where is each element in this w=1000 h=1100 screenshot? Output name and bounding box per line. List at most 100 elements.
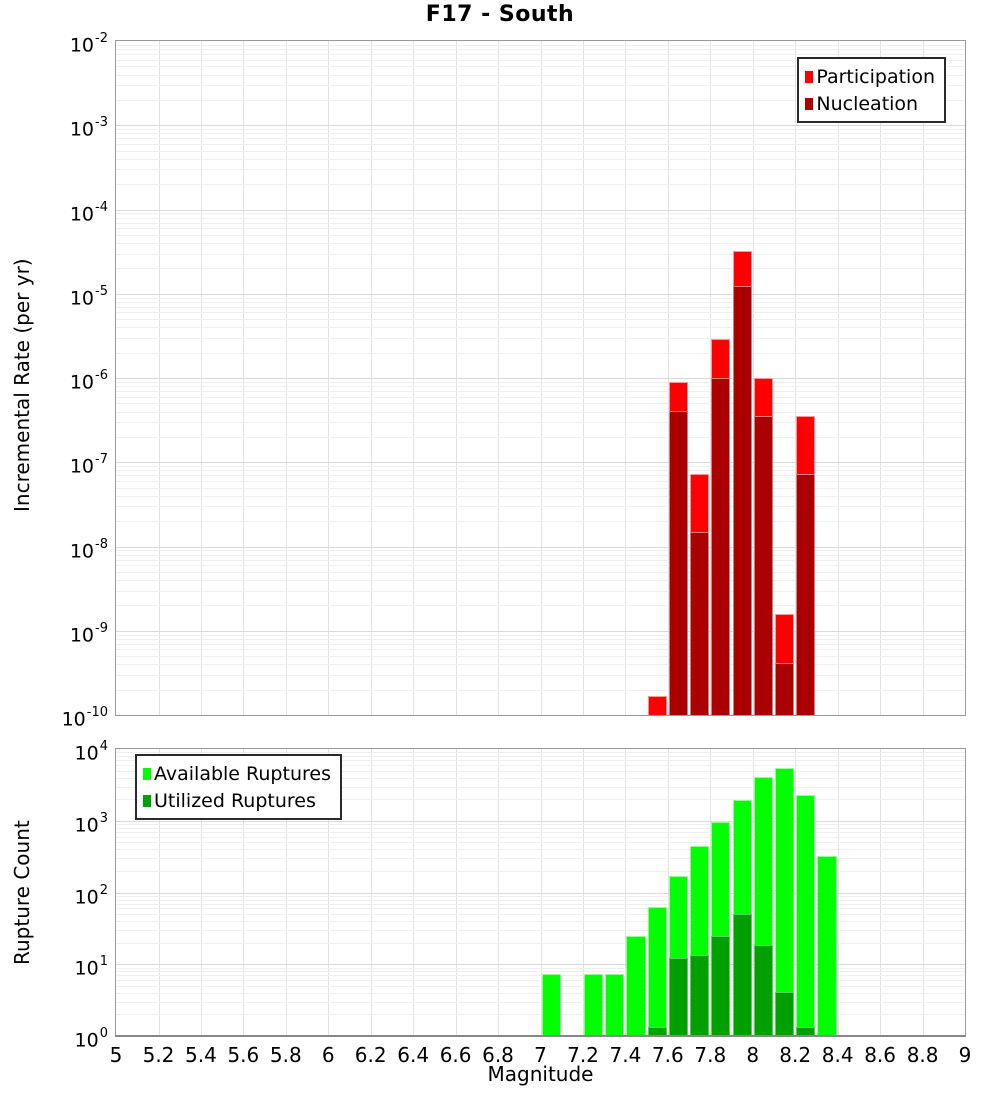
gridline [413,749,415,1035]
gridline [116,217,965,219]
gridline [243,749,245,1035]
gridline [922,749,924,1035]
gridline [116,74,965,76]
utilized-ruptures-bar [711,936,731,1035]
nucleation-bar [711,378,731,715]
available-ruptures-bar [626,936,646,1035]
gridline [116,59,965,61]
gridline [116,44,965,46]
utilized-ruptures-bar [668,957,689,1035]
rate-chart-panel: Participation Nucleation [115,40,966,716]
legend-label-utilized-ruptures: Utilized Ruptures [154,789,316,812]
gridline [116,470,965,472]
gridline [116,892,965,894]
gridline [752,749,754,1035]
x-tick-label: 5.6 [227,1043,260,1067]
gridline [116,306,965,308]
gridline [795,749,797,1035]
gridline [116,643,965,645]
x-tick-label: 6.6 [439,1043,472,1067]
gridline [116,49,965,51]
rate-legend: Participation Nucleation [797,57,946,123]
gridline [116,506,965,508]
gridline [116,228,965,230]
utilized-ruptures-swatch [143,794,151,807]
gridline [116,842,965,844]
gridline [116,125,965,127]
utilized-ruptures-bar [647,1027,667,1035]
gridline [116,234,965,236]
nucleation-bar [732,285,752,715]
gridline [116,827,965,829]
gridline [116,243,965,244]
x-tick-label: 7.2 [567,1043,599,1067]
y-tick-label: 10-4 [69,199,108,225]
gridline [116,664,965,666]
x-tick-label: 6.2 [354,1043,387,1067]
y-tick-label: 10-2 [69,31,108,57]
gridline [625,749,627,1035]
y-tick-label: 10-8 [69,536,108,562]
gridline [116,268,965,270]
gridline [116,327,965,329]
gridline [116,143,965,145]
gridline [200,749,202,1035]
gridline [116,908,965,910]
legend-label-available-ruptures: Available Ruptures [154,762,331,785]
gridline [116,967,965,969]
page-title: F17 - South [425,2,575,27]
nucleation-bar [668,410,689,715]
gridline [116,634,965,636]
x-tick-label: 8.4 [821,1043,854,1067]
gridline [116,914,965,916]
gridline [116,554,965,556]
gridline [116,971,965,973]
gridline [116,849,965,851]
gridline [116,980,965,982]
gridline [498,749,499,1035]
gridline [116,820,965,822]
utilized-ruptures-bar [753,944,773,1035]
gridline [583,749,584,1035]
gridline [116,158,965,160]
gridline [116,870,965,872]
gridline [116,521,965,523]
x-tick-label: 7.8 [694,1043,727,1067]
y-tick-label: 104 [74,739,108,765]
y-tick-label: 10-3 [69,115,108,141]
gridline [116,150,965,152]
available-ruptures-bar [775,768,795,1035]
gridline [116,559,965,561]
gridline [116,403,965,405]
gridline [116,752,965,754]
gridline [116,930,965,931]
gridline [116,386,965,388]
x-tick-label: 7 [534,1043,547,1067]
gridline [116,301,965,303]
gridline [328,749,330,1035]
gridline [116,760,965,762]
gridline [116,85,965,87]
gridline [116,352,965,354]
gridline [116,605,965,607]
nucleation-bar [796,474,816,715]
available-ruptures-bar [541,974,561,1035]
y-tick-label: 10-7 [69,452,108,478]
gridline [116,799,965,801]
participation-bar [647,695,667,715]
gridline [710,749,712,1035]
x-tick-label: 5.2 [142,1043,175,1067]
nucleation-swatch [805,97,814,110]
count-legend: Available Ruptures Utilized Ruptures [135,754,342,820]
gridline [116,297,965,299]
gridline [116,411,965,413]
utilized-ruptures-bar [796,1027,816,1035]
gridline [116,391,965,393]
utilized-ruptures-bar [732,914,752,1035]
gridline [116,858,965,860]
x-tick-label: 8.8 [906,1043,939,1067]
gridline [116,831,965,833]
count-chart-panel: Available Ruptures Utilized Ruptures [115,748,966,1037]
y-tick-label: 101 [74,954,108,980]
legend-label-nucleation: Nucleation [816,92,919,115]
